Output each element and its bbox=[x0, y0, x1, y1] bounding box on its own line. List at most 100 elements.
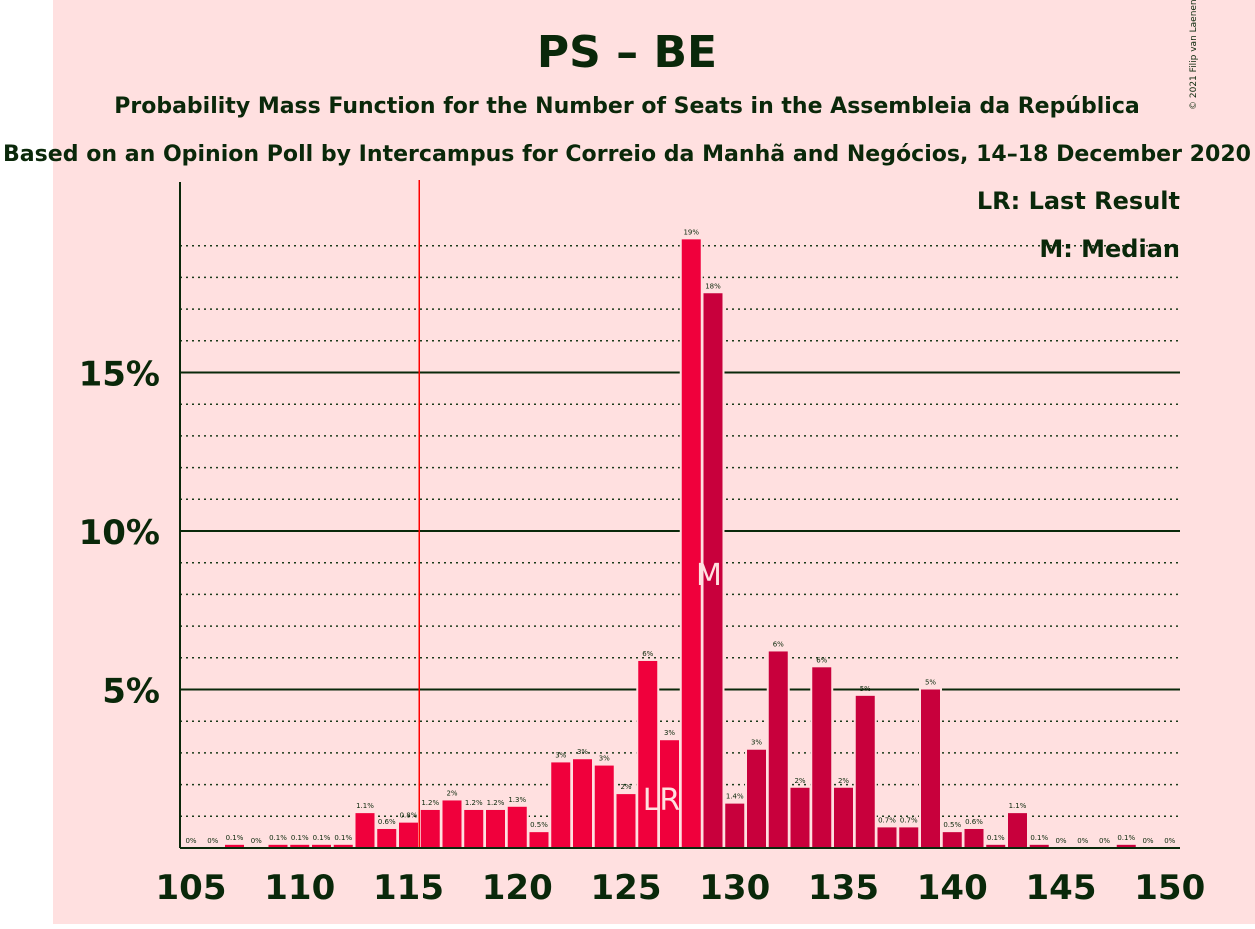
bar-value-label: 1.4% bbox=[726, 793, 744, 801]
bar-value-label: 0% bbox=[1055, 837, 1066, 845]
bar bbox=[855, 695, 875, 848]
bar-value-label: 2% bbox=[838, 777, 849, 785]
bar-value-label: 1.1% bbox=[1009, 802, 1027, 810]
bar bbox=[268, 844, 288, 848]
bar-value-label: 5% bbox=[925, 679, 936, 687]
bar-value-label: 0% bbox=[251, 837, 262, 845]
bar bbox=[638, 660, 658, 848]
bar-value-label: 0% bbox=[1164, 837, 1175, 845]
bar-value-label: 0.1% bbox=[334, 834, 352, 842]
bar-value-label: 0.5% bbox=[943, 821, 961, 829]
bar bbox=[290, 844, 310, 848]
bar bbox=[877, 827, 897, 848]
x-tick-label: 140 bbox=[917, 868, 988, 908]
x-tick-label: 130 bbox=[699, 868, 770, 908]
bar-value-label: 0.6% bbox=[965, 818, 983, 826]
bar-value-label: 0.1% bbox=[1030, 834, 1048, 842]
x-tick-label: 120 bbox=[482, 868, 553, 908]
chart-subtitle-2: Based on an Opinion Poll by Intercampus … bbox=[3, 142, 1251, 167]
bar-value-label: 0% bbox=[1077, 837, 1088, 845]
bar bbox=[399, 822, 418, 848]
bar-value-label: 1.2% bbox=[421, 799, 439, 807]
copyright-text: © 2021 Filip van Laenen bbox=[1189, 0, 1199, 110]
bar bbox=[725, 803, 745, 848]
legend-median: M: Median bbox=[1039, 235, 1180, 263]
bar bbox=[225, 844, 244, 848]
bar-value-label: 0.8% bbox=[400, 812, 418, 820]
bar bbox=[377, 828, 397, 848]
bar bbox=[573, 759, 592, 848]
bar-value-label: 0% bbox=[1142, 837, 1153, 845]
bar-value-label: 3% bbox=[577, 748, 588, 756]
bar-labels: 0% 0% 0.1% 0% 0.1% 0.1% 0.1% 0.1%1.1%0.6%0.8%1.… bbox=[185, 228, 1175, 845]
bar-value-label: 0% bbox=[207, 837, 218, 845]
x-tick-label: 105 bbox=[156, 868, 227, 908]
bar bbox=[312, 844, 331, 848]
bar-value-label: 19% bbox=[683, 228, 699, 236]
bar bbox=[942, 832, 962, 848]
x-tick-label: 125 bbox=[591, 868, 662, 908]
bar-value-label: 2% bbox=[620, 783, 631, 791]
bar bbox=[747, 749, 766, 848]
y-tick-label: 10% bbox=[79, 513, 160, 553]
x-tick-label: 145 bbox=[1026, 868, 1097, 908]
bar bbox=[464, 809, 484, 848]
bar bbox=[420, 809, 440, 848]
legend-last-result: LR: Last Result bbox=[977, 187, 1180, 215]
bar-value-label: 0.1% bbox=[313, 834, 331, 842]
bar-value-label: 6% bbox=[816, 656, 827, 664]
bar-value-label: 0.6% bbox=[378, 818, 396, 826]
bar-value-label: 0.1% bbox=[269, 834, 287, 842]
bar bbox=[834, 787, 853, 848]
bar-value-label: 3% bbox=[664, 729, 675, 737]
bar-value-label: 0.1% bbox=[226, 834, 244, 842]
bar-value-label: 1.3% bbox=[508, 796, 526, 804]
bar-value-label: 0% bbox=[185, 837, 196, 845]
bar-value-label: 1.1% bbox=[356, 802, 374, 810]
bar bbox=[921, 689, 940, 848]
bar bbox=[1029, 844, 1049, 848]
x-tick-label: 150 bbox=[1134, 868, 1205, 908]
bar-value-label: 0.7% bbox=[900, 816, 918, 824]
bar bbox=[551, 762, 571, 848]
bar bbox=[594, 765, 614, 848]
bar-value-label: 1.2% bbox=[465, 799, 483, 807]
bar bbox=[355, 813, 375, 848]
bar-value-label: 3% bbox=[555, 751, 566, 759]
bar-value-label: 5% bbox=[860, 685, 871, 693]
bar-value-label: 0.1% bbox=[987, 834, 1005, 842]
bar bbox=[768, 651, 788, 848]
bar bbox=[1116, 844, 1136, 848]
median-marker: M bbox=[696, 558, 722, 593]
bar bbox=[986, 844, 1006, 848]
bar bbox=[616, 794, 636, 848]
bar-value-label: 0.1% bbox=[291, 834, 309, 842]
bar-value-label: 6% bbox=[773, 640, 784, 648]
bar-value-label: 3% bbox=[599, 755, 610, 763]
bar-value-label: 0.7% bbox=[878, 816, 896, 824]
bar bbox=[529, 832, 549, 848]
bar-value-label: 0.5% bbox=[530, 821, 548, 829]
bar bbox=[486, 809, 505, 848]
bar bbox=[703, 293, 723, 848]
bar-value-label: 18% bbox=[705, 282, 721, 290]
bar bbox=[507, 806, 527, 848]
bar bbox=[812, 667, 832, 848]
bar bbox=[964, 828, 984, 848]
bar bbox=[660, 740, 679, 848]
x-tick-label: 110 bbox=[264, 868, 335, 908]
bar bbox=[899, 827, 919, 848]
bar-value-label: 2% bbox=[794, 777, 805, 785]
x-tick-label: 115 bbox=[373, 868, 444, 908]
x-tick-label: 135 bbox=[808, 868, 879, 908]
y-tick-label: 5% bbox=[102, 672, 160, 712]
bar bbox=[681, 239, 701, 849]
bar-value-label: 1.2% bbox=[487, 799, 505, 807]
bar-value-label: 3% bbox=[751, 739, 762, 747]
bars bbox=[223, 237, 1138, 849]
chart-subtitle: Probability Mass Function for the Number… bbox=[114, 94, 1139, 119]
bar-value-label: 2% bbox=[446, 789, 457, 797]
bar-value-label: 6% bbox=[642, 650, 653, 658]
